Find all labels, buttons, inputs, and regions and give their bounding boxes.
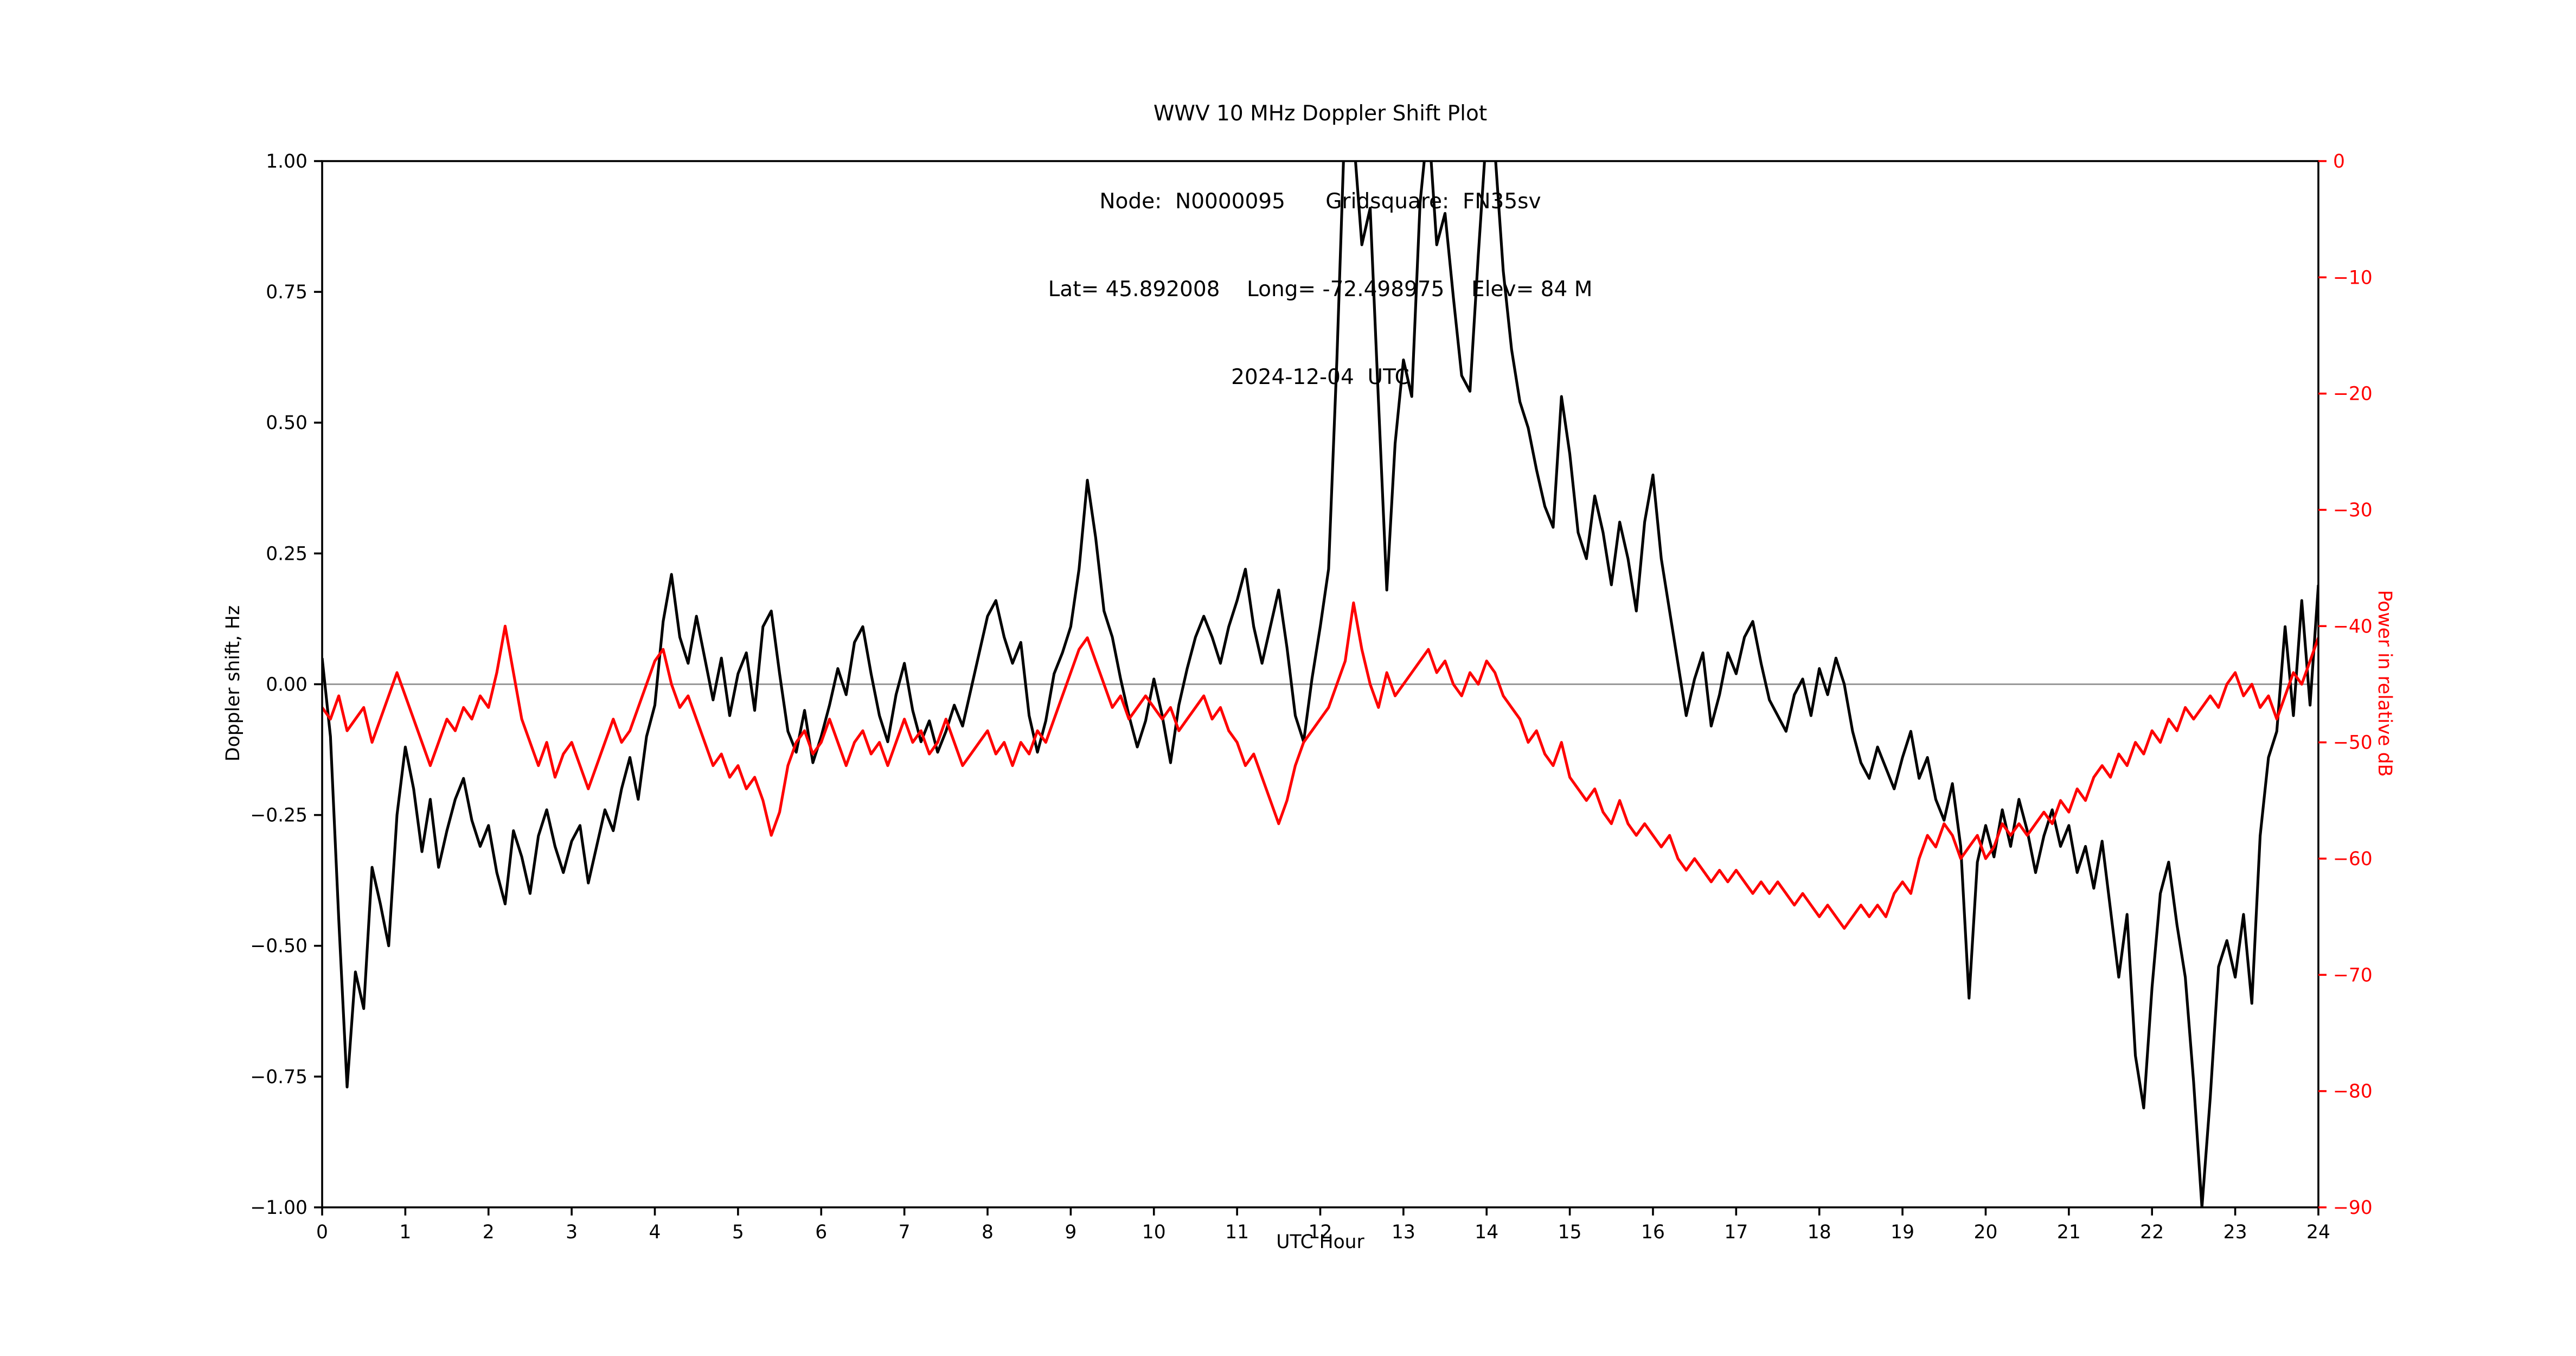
right-tick-label: −20 <box>2333 383 2373 405</box>
right-tick-label: −70 <box>2333 964 2373 986</box>
right-tick-label: −10 <box>2333 267 2373 289</box>
power-line <box>322 601 2318 930</box>
x-tick-label: 14 <box>1475 1221 1498 1243</box>
x-tick-label: 19 <box>1891 1221 1914 1243</box>
right-tick-label: −40 <box>2333 616 2373 637</box>
x-tick-label: 20 <box>1974 1221 1998 1243</box>
x-tick-label: 7 <box>899 1221 911 1243</box>
x-tick-label: 16 <box>1641 1221 1665 1243</box>
x-tick-label: 1 <box>399 1221 411 1243</box>
left-tick-label: −0.50 <box>250 936 307 957</box>
plot-subtitle-node: Node: N0000095 Gridsquare: FN35sv <box>1099 190 1541 215</box>
plot-title-block: WWV 10 MHz Doppler Shift Plot Node: N000… <box>322 42 2318 452</box>
x-tick-label: 17 <box>1724 1221 1748 1243</box>
right-tick-label: 0 <box>2333 151 2345 172</box>
x-tick-label: 24 <box>2306 1221 2330 1243</box>
right-axis-label: Power in relative dB <box>2374 590 2396 777</box>
left-tick-label: −0.25 <box>250 805 307 827</box>
right-tick-label: −30 <box>2333 500 2373 521</box>
x-tick-label: 23 <box>2223 1221 2247 1243</box>
x-tick-label: 4 <box>649 1221 661 1243</box>
x-axis-label: UTC Hour <box>1276 1230 1364 1253</box>
x-tick-label: 6 <box>815 1221 827 1243</box>
x-tick-label: 11 <box>1225 1221 1249 1243</box>
x-tick-label: 13 <box>1392 1221 1415 1243</box>
right-tick-label: −80 <box>2333 1081 2373 1103</box>
x-tick-label: 12 <box>1309 1221 1332 1243</box>
right-tick-label: −90 <box>2333 1197 2373 1219</box>
x-tick-label: 0 <box>316 1221 328 1243</box>
x-tick-label: 5 <box>732 1221 744 1243</box>
x-tick-label: 22 <box>2140 1221 2164 1243</box>
left-tick-label: 0.00 <box>266 674 307 695</box>
x-tick-label: 15 <box>1558 1221 1582 1243</box>
left-axis-label: Doppler shift, Hz <box>221 605 244 762</box>
x-tick-label: 9 <box>1065 1221 1076 1243</box>
left-tick-label: 1.00 <box>266 151 307 172</box>
x-tick-label: 10 <box>1142 1221 1166 1243</box>
x-tick-label: 2 <box>483 1221 495 1243</box>
plot-subtitle-location: Lat= 45.892008 Long= -72.498975 Elev= 84… <box>1048 278 1593 303</box>
x-tick-label: 8 <box>982 1221 994 1243</box>
doppler-shift-line <box>322 161 2318 1207</box>
x-tick-label: 18 <box>1808 1221 1831 1243</box>
left-tick-label: 0.50 <box>266 412 307 434</box>
right-tick-label: −60 <box>2333 848 2373 870</box>
left-tick-label: −1.00 <box>250 1197 307 1219</box>
left-tick-label: 0.75 <box>266 282 307 303</box>
plot-title: WWV 10 MHz Doppler Shift Plot <box>1153 103 1488 127</box>
left-tick-label: 0.25 <box>266 543 307 565</box>
left-tick-label: −0.75 <box>250 1066 307 1088</box>
x-tick-label: 3 <box>566 1221 578 1243</box>
right-tick-label: −50 <box>2333 732 2373 754</box>
x-tick-label: 21 <box>2057 1221 2081 1243</box>
